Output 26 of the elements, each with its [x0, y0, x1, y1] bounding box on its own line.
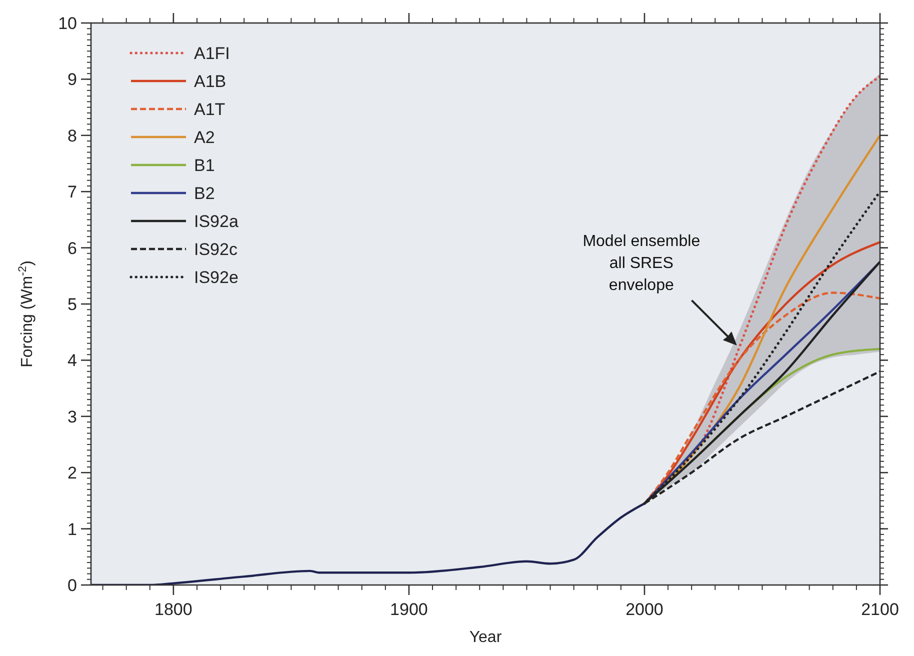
y-tick-label: 4	[68, 351, 77, 370]
y-tick-label: 2	[68, 464, 77, 483]
x-tick-label: 2100	[861, 600, 899, 619]
y-tick-label: 7	[68, 182, 77, 202]
x-axis-title: Year	[469, 629, 502, 646]
legend-label: A2	[194, 128, 215, 147]
legend-label: IS92c	[194, 240, 238, 259]
legend-label: A1B	[194, 72, 226, 91]
x-tick-label: 1900	[390, 600, 428, 619]
y-tick-label: 5	[68, 294, 77, 314]
legend-label: A1FI	[194, 44, 230, 63]
legend-label: B1	[194, 156, 215, 175]
y-tick-label: 10	[58, 14, 77, 33]
annotation: Model ensemble all SRES envelope	[582, 233, 700, 294]
y-tick-label: 0	[68, 576, 77, 595]
x-tick-label: 2000	[626, 600, 664, 619]
x-tick-label: 1800	[154, 600, 192, 619]
y-tick-label: 1	[68, 520, 77, 539]
y-tick-label: 8	[68, 126, 77, 146]
legend-label: IS92e	[194, 268, 238, 287]
legend-label: B2	[194, 184, 215, 203]
y-tick-label: 3	[68, 407, 77, 426]
y-tick-label: 9	[68, 70, 77, 90]
legend-label: A1T	[194, 100, 226, 119]
legend-label: IS92a	[194, 212, 239, 231]
y-tick-label: 6	[68, 238, 77, 258]
